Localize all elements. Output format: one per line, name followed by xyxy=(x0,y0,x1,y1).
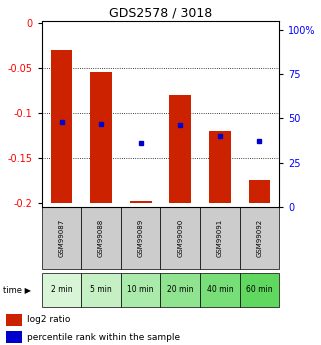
Text: GSM99088: GSM99088 xyxy=(98,219,104,257)
Bar xyxy=(90,72,112,203)
Text: log2 ratio: log2 ratio xyxy=(27,315,70,325)
Bar xyxy=(200,207,240,269)
Bar xyxy=(6,331,22,343)
Text: GSM99089: GSM99089 xyxy=(138,219,144,257)
Bar xyxy=(121,207,160,269)
Bar xyxy=(42,273,81,307)
Text: 20 min: 20 min xyxy=(167,285,194,294)
Bar xyxy=(121,273,160,307)
Bar xyxy=(160,273,200,307)
Text: GSM99092: GSM99092 xyxy=(256,219,263,257)
Bar xyxy=(169,95,191,203)
Bar xyxy=(209,130,231,203)
Bar xyxy=(248,180,270,203)
Text: 10 min: 10 min xyxy=(127,285,154,294)
Bar xyxy=(81,207,121,269)
Text: 5 min: 5 min xyxy=(90,285,112,294)
Bar xyxy=(240,273,279,307)
Bar xyxy=(51,49,73,203)
Bar xyxy=(160,207,200,269)
Text: 2 min: 2 min xyxy=(51,285,72,294)
Text: time ▶: time ▶ xyxy=(3,285,31,294)
Bar xyxy=(200,273,240,307)
Bar xyxy=(240,207,279,269)
Text: percentile rank within the sample: percentile rank within the sample xyxy=(27,333,180,342)
Text: 60 min: 60 min xyxy=(246,285,273,294)
Bar xyxy=(6,314,22,326)
Bar xyxy=(130,201,152,203)
Text: 40 min: 40 min xyxy=(207,285,233,294)
Text: GSM99091: GSM99091 xyxy=(217,219,223,257)
Text: GSM99090: GSM99090 xyxy=(177,219,183,257)
Text: GSM99087: GSM99087 xyxy=(58,219,65,257)
Bar xyxy=(42,207,81,269)
Bar xyxy=(81,273,121,307)
Title: GDS2578 / 3018: GDS2578 / 3018 xyxy=(109,7,212,20)
